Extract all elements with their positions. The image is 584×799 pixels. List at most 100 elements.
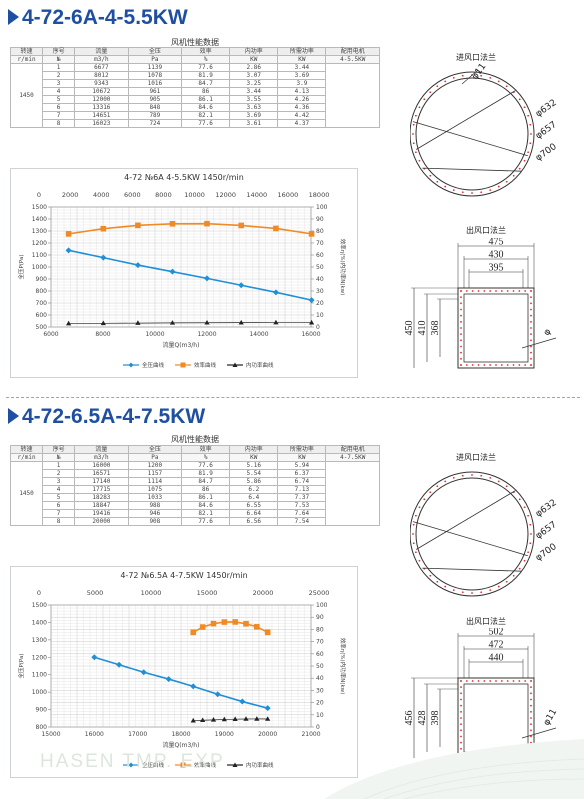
- bolt-hole: [524, 290, 527, 292]
- bolt-hole: [429, 574, 432, 577]
- table-row: 8 20000 908 77.6 6.56 7.54: [11, 517, 380, 526]
- table-row: 2 16571 1157 81.9 5.54 6.37: [11, 469, 380, 478]
- legend-label: 内功率曲线: [246, 361, 274, 369]
- y-right-tick-label: 0: [316, 724, 320, 731]
- bolt-hole: [471, 364, 474, 366]
- table-unit-cell: Pa: [127, 55, 183, 64]
- bolt-hole: [480, 74, 483, 77]
- data-point: [135, 320, 141, 325]
- table-cell: 4.36: [277, 103, 327, 112]
- bolt-hole: [500, 364, 503, 366]
- y-tick-label: 1400: [32, 619, 47, 626]
- x-tick-label: 6000: [43, 331, 58, 338]
- chart-grid: [50, 206, 312, 328]
- bolt-hole: [523, 559, 526, 562]
- bolt-hole: [527, 151, 530, 154]
- table-cell: 3: [42, 79, 76, 88]
- table-cell: 82.1: [181, 509, 231, 518]
- table-cell: 1075: [127, 485, 183, 494]
- data-point: [65, 247, 72, 254]
- bolt-hole: [527, 114, 530, 117]
- bolt-hole: [529, 542, 532, 545]
- table-header-cell: 序号: [42, 445, 76, 454]
- legend-marker: [232, 762, 238, 767]
- table-header-cell: 转速: [9, 47, 44, 56]
- table-row: 3 17140 1114 84.7 5.86 6.74: [11, 477, 380, 486]
- bolt-hole: [465, 290, 468, 292]
- table-header-cell: 转速: [9, 445, 44, 454]
- y-tick-label: 700: [36, 300, 48, 307]
- data-point: [199, 624, 206, 630]
- y-tick-label: 1300: [32, 228, 47, 235]
- bolt-hole: [460, 327, 462, 329]
- y-tick-label: 800: [36, 724, 48, 731]
- table-cell: 3.44: [277, 63, 327, 72]
- width-label: 472: [489, 640, 504, 651]
- table-unit-cell: №: [42, 55, 76, 64]
- table-cell: 6.64: [229, 509, 279, 518]
- table-cell: 5: [42, 493, 76, 502]
- bolt-hole: [529, 123, 532, 126]
- data-point: [254, 624, 260, 630]
- hole-label: φ11: [470, 62, 488, 82]
- bolt-hole: [460, 351, 462, 354]
- data-point: [221, 716, 227, 722]
- bolt-hole: [530, 710, 532, 713]
- bolt-hole: [530, 680, 532, 682]
- table-cell: 16571: [74, 469, 129, 478]
- section1-outlet-flange-title: 出风口法兰: [466, 226, 506, 235]
- bolt-hole: [460, 747, 462, 750]
- x-top-tick-label: 14000: [246, 191, 267, 199]
- bolt-hole: [518, 498, 521, 501]
- bolt-hole: [523, 506, 526, 509]
- table-cell: 7.37: [277, 493, 327, 502]
- motor-cell: [325, 63, 380, 128]
- dimension-line: [422, 167, 522, 172]
- y-tick-label: 600: [36, 312, 48, 319]
- bolt-hole: [518, 290, 521, 292]
- bolt-hole: [524, 364, 527, 366]
- y-right-tick-label: 70: [316, 240, 324, 247]
- data-point: [254, 716, 260, 721]
- table-cell: 3.25: [229, 79, 279, 88]
- bolt-hole: [530, 290, 532, 292]
- table-cell: 6.4: [229, 493, 279, 502]
- table-cell: 9343: [74, 79, 129, 88]
- bolt-hole: [471, 680, 474, 682]
- y-tick-label: 1000: [32, 264, 47, 271]
- table-cell: 2: [42, 71, 76, 80]
- x-tick-label: 16000: [85, 731, 104, 738]
- legend-label: 效率曲线: [194, 361, 217, 369]
- leader-line: [521, 727, 557, 739]
- table-cell: 3.07: [229, 71, 279, 80]
- bolt-hole: [512, 290, 515, 292]
- bolt-hole: [527, 551, 530, 554]
- table-cell: 4: [42, 87, 76, 96]
- bolt-hole: [452, 476, 455, 479]
- table-cell: 18283: [74, 493, 129, 502]
- table-cell: 1033: [127, 493, 183, 502]
- bolt-hole: [429, 491, 432, 494]
- table-unit-cell: KW: [229, 55, 279, 64]
- data-point: [243, 620, 249, 627]
- table-header-cell: 全压: [127, 47, 183, 56]
- bolt-hole: [429, 91, 432, 94]
- table-cell: 10672: [74, 87, 129, 96]
- data-point: [264, 629, 271, 636]
- bolt-hole: [505, 180, 508, 183]
- table-cell: 4.42: [277, 111, 327, 120]
- bolt-hole: [444, 480, 447, 483]
- bolt-hole: [477, 364, 480, 366]
- y-right-tick-label: 70: [316, 639, 324, 646]
- bolt-hole: [512, 364, 515, 366]
- table-cell: 84.7: [181, 477, 231, 486]
- table-unit-cell: №: [42, 453, 76, 462]
- bolt-hole: [436, 485, 439, 488]
- y-right-tick-label: 60: [316, 651, 324, 658]
- table-cell: 86: [181, 485, 231, 494]
- bolt-hole: [480, 591, 483, 594]
- bolt-hole: [452, 589, 455, 592]
